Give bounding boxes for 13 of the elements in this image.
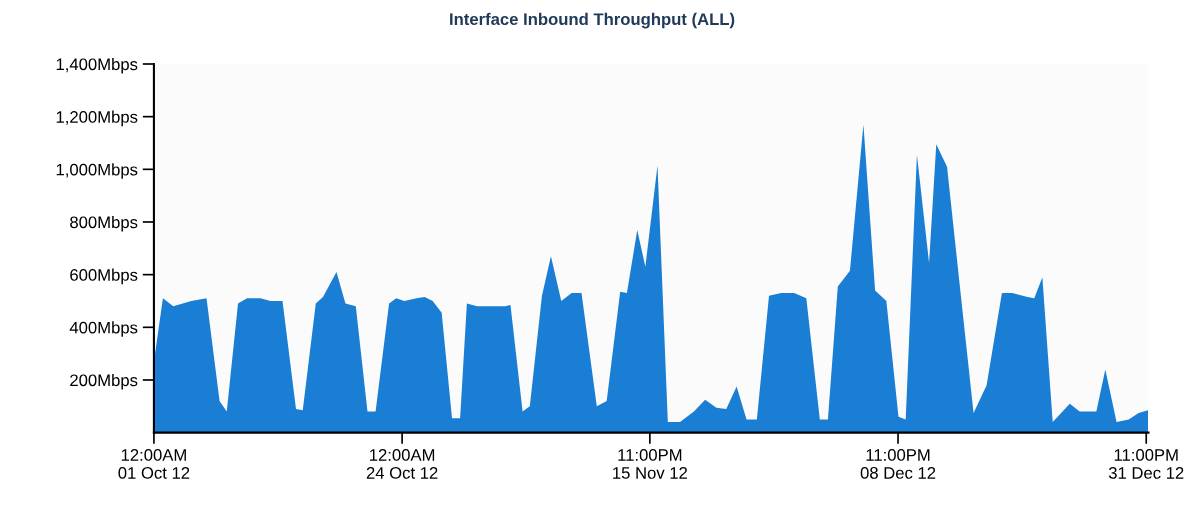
y-tick-label: 1,200Mbps <box>56 110 138 127</box>
y-tick-label: 800Mbps <box>70 215 138 232</box>
x-tick-label: 12:00AM 24 Oct 12 <box>366 449 438 479</box>
x-tick-label: 12:00AM 01 Oct 12 <box>118 449 190 479</box>
y-tick-label: 400Mbps <box>69 321 138 337</box>
x-tick-label: 11:00PM 31 Dec 12 <box>1108 449 1184 479</box>
y-tick-label: 600Mbps <box>70 268 138 285</box>
y-tick-label: 1,000Mbps <box>56 163 138 179</box>
x-tick-label: 11:00PM 15 Nov 12 <box>613 449 688 479</box>
y-tick-label: 200Mbps <box>70 373 138 390</box>
y-tick-label: 1,400Mbps <box>56 57 138 74</box>
x-tick-label: 11:00PM 08 Dec 12 <box>860 449 936 479</box>
chart-title: Interface Inbound Throughput (ALL) <box>450 12 735 29</box>
